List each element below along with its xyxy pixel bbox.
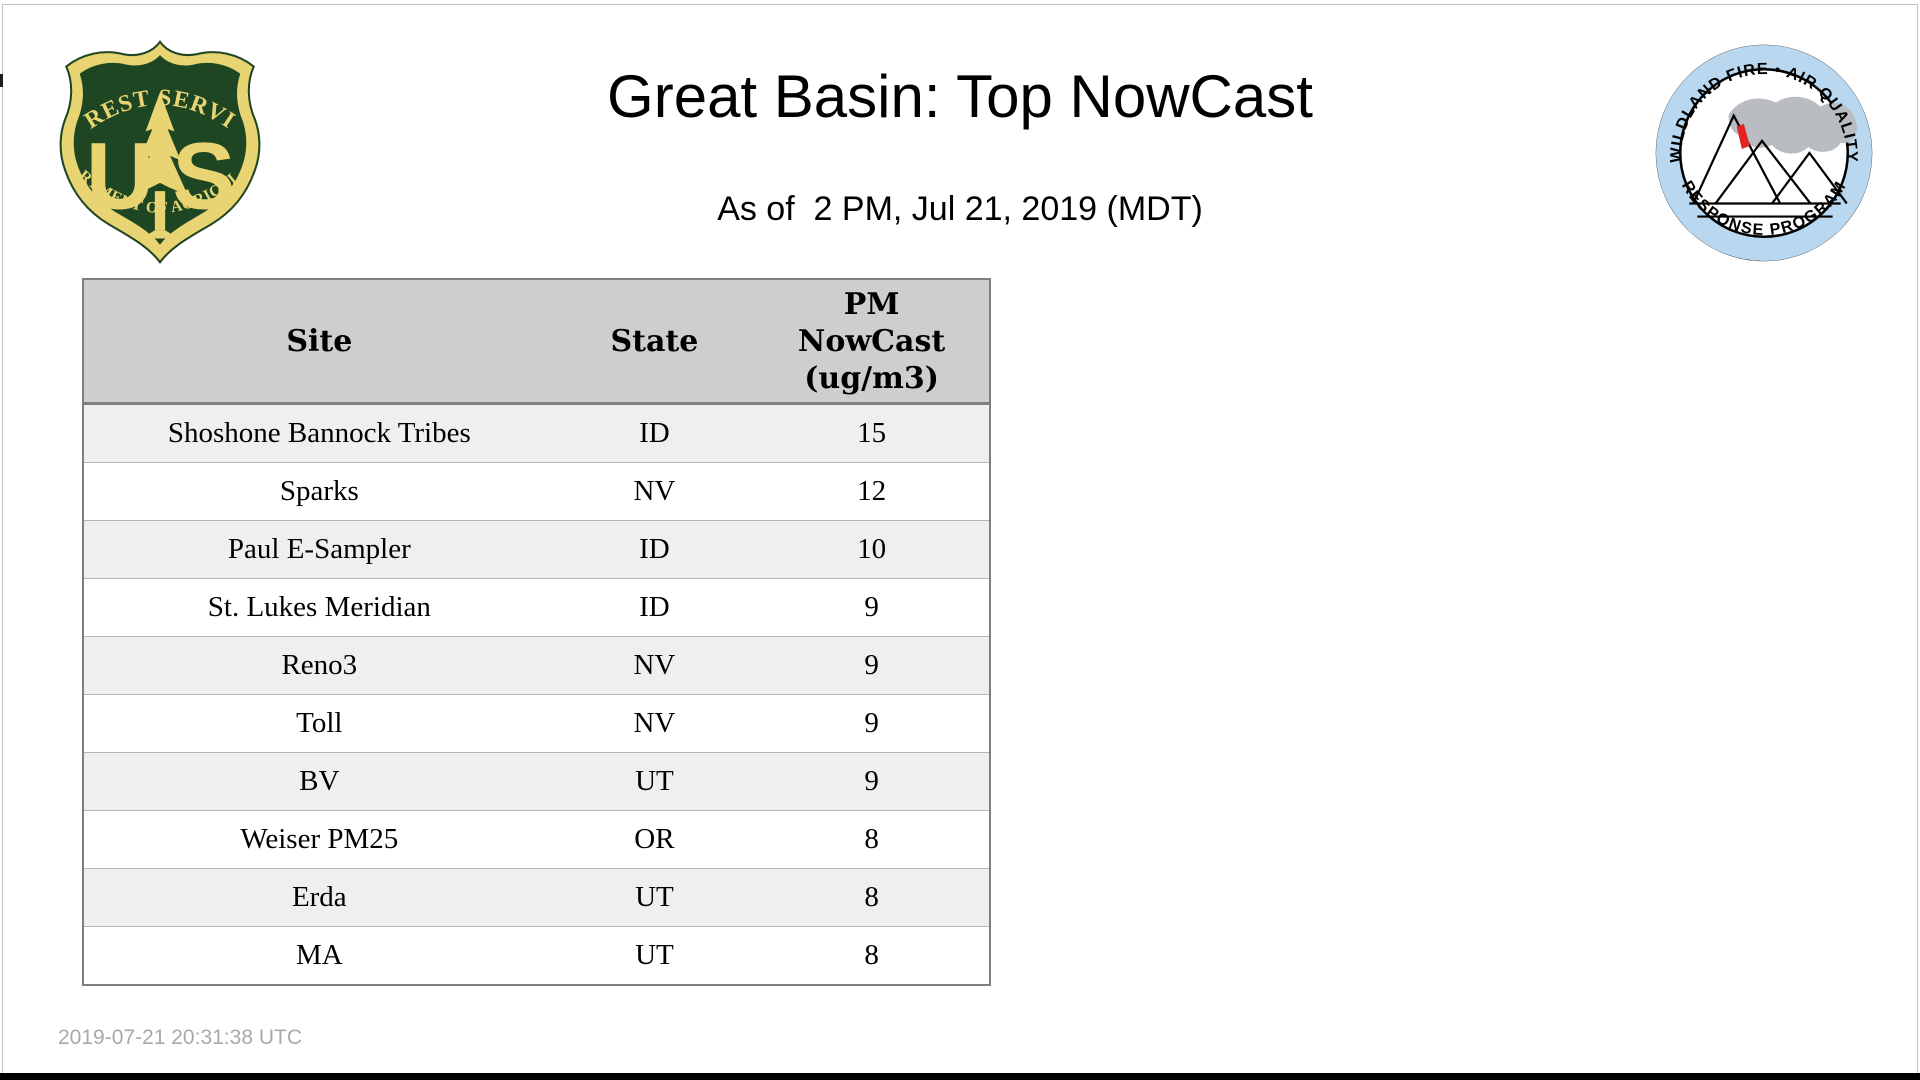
col-header-site: Site — [83, 279, 555, 405]
nowcast-cell: 8 — [754, 868, 990, 927]
col-header-state: State — [554, 279, 755, 405]
generation-timestamp: 2019-07-21 20:31:38 UTC — [58, 1026, 302, 1049]
nowcast-cell: 9 — [754, 694, 990, 753]
state-cell: UT — [554, 926, 755, 985]
wfaqrp-badge-icon: WILDLAND FIRE • AIR QUALITY RESPONSE PRO… — [1655, 44, 1873, 262]
bottom-black-bar — [0, 1073, 1920, 1080]
table-row: BV UT 9 — [83, 752, 990, 811]
nowcast-cell: 8 — [754, 810, 990, 869]
wfaqrp-logo: WILDLAND FIRE • AIR QUALITY RESPONSE PRO… — [1655, 44, 1873, 262]
table-row: Sparks NV 12 — [83, 462, 990, 521]
site-cell: Paul E-Sampler — [83, 520, 555, 579]
site-cell: Shoshone Bannock Tribes — [83, 403, 555, 463]
left-edge-mark — [0, 74, 3, 87]
state-cell: ID — [554, 578, 755, 637]
nowcast-cell: 10 — [754, 520, 990, 579]
forest-service-shield-icon: FOREST SERVICE U S DEPARTMENT OF AGRICUL… — [57, 37, 261, 264]
shield-letter-s: S — [172, 124, 235, 230]
table-row: Paul E-Sampler ID 10 — [83, 520, 990, 579]
forest-service-logo: FOREST SERVICE U S DEPARTMENT OF AGRICUL… — [57, 37, 261, 264]
pm-header-line3: (ug/m3) — [804, 360, 939, 396]
nowcast-cell: 15 — [754, 403, 990, 463]
site-cell: Sparks — [83, 462, 555, 521]
site-cell: Toll — [83, 694, 555, 753]
site-cell: Weiser PM25 — [83, 810, 555, 869]
table-row: MA UT 8 — [83, 926, 990, 985]
table-row: Shoshone Bannock Tribes ID 15 — [83, 403, 990, 463]
pm-header-line2: NowCast — [797, 323, 946, 359]
flame-icon — [1736, 123, 1750, 149]
site-cell: St. Lukes Meridian — [83, 578, 555, 637]
site-cell: Erda — [83, 868, 555, 927]
state-cell: UT — [554, 868, 755, 927]
pm-header-line1: PM — [843, 286, 900, 322]
site-cell: BV — [83, 752, 555, 811]
col-header-pm-nowcast: PM NowCast (ug/m3) — [754, 279, 990, 405]
state-cell: OR — [554, 810, 755, 869]
table-row: Erda UT 8 — [83, 868, 990, 927]
nowcast-cell: 12 — [754, 462, 990, 521]
state-cell: NV — [554, 694, 755, 753]
table-row: Weiser PM25 OR 8 — [83, 810, 990, 869]
table-header-row: Site State PM NowCast (ug/m3) — [83, 279, 990, 405]
nowcast-cell: 9 — [754, 636, 990, 695]
nowcast-cell: 9 — [754, 752, 990, 811]
smoke-icon — [1728, 96, 1857, 154]
nowcast-cell: 8 — [754, 926, 990, 985]
state-cell: ID — [554, 520, 755, 579]
state-cell: ID — [554, 403, 755, 463]
page-subtitle: As of 2 PM, Jul 21, 2019 (MDT) — [717, 190, 1203, 228]
table-row: Reno3 NV 9 — [83, 636, 990, 695]
nowcast-table: Site State PM NowCast (ug/m3) Shoshone B… — [82, 278, 991, 986]
state-cell: NV — [554, 462, 755, 521]
mountains-icon — [1689, 113, 1848, 218]
site-cell: MA — [83, 926, 555, 985]
table-row: Toll NV 9 — [83, 694, 990, 753]
site-cell: Reno3 — [83, 636, 555, 695]
nowcast-cell: 9 — [754, 578, 990, 637]
page-title: Great Basin: Top NowCast — [607, 63, 1313, 130]
table-body: Shoshone Bannock Tribes ID 15 Sparks NV 12 Pau… — [83, 403, 990, 985]
table-row: St. Lukes Meridian ID 9 — [83, 578, 990, 637]
state-cell: NV — [554, 636, 755, 695]
pine-tree-icon — [132, 92, 188, 239]
state-cell: UT — [554, 752, 755, 811]
